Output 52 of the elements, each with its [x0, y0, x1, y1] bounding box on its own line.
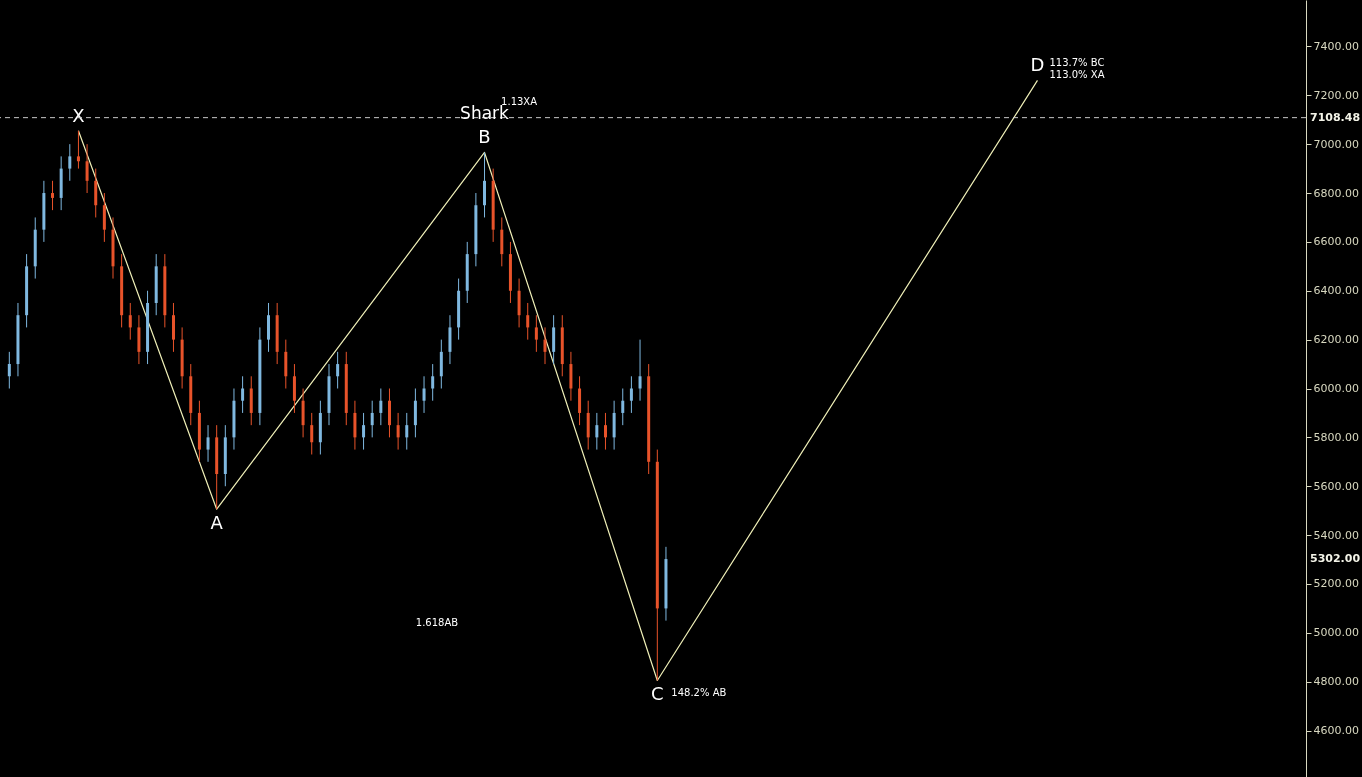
y-tick-label: 4800.00 [1313, 675, 1359, 689]
annotation: 1.618AB [415, 616, 459, 628]
candlestick [85, 143, 89, 194]
annotation: 148.2% AB [671, 687, 727, 699]
candlestick [241, 375, 245, 414]
ref-line-label: 7108.48 [1310, 110, 1361, 124]
y-tick-label: 5600.00 [1313, 479, 1359, 493]
data-label: A [210, 512, 224, 534]
annotation: 113.0% XA [1049, 69, 1105, 81]
candlestick [128, 302, 132, 341]
data-label: X [72, 104, 85, 126]
y-tick-label: 5800.00 [1313, 430, 1359, 444]
candlestick [405, 412, 409, 451]
candlestick [336, 351, 340, 389]
y-tick-label: 5000.00 [1313, 626, 1359, 640]
y-tick-label: 6800.00 [1313, 186, 1359, 200]
y-tick-label: 6000.00 [1313, 382, 1359, 395]
candlestick [595, 412, 599, 451]
candlestick [422, 375, 426, 414]
candlestick [603, 412, 607, 451]
candlestick [629, 375, 633, 414]
candlestick [396, 412, 400, 451]
y-tick-label: 6600.00 [1313, 235, 1359, 249]
candlestick [51, 180, 55, 211]
candlestick [638, 339, 642, 402]
y-tick-label: 5400.00 [1313, 528, 1359, 542]
y-tick-label: 6200.00 [1313, 333, 1359, 347]
y-tick-label: 6400.00 [1313, 284, 1359, 298]
data-label: B [478, 126, 491, 148]
candlestick [534, 314, 538, 353]
candlestick [76, 130, 80, 170]
y-tick-label: 7000.00 [1313, 137, 1359, 151]
data-label: C [651, 683, 664, 705]
y-tick-label: 7200.00 [1313, 88, 1359, 102]
candlestick [7, 351, 11, 389]
candlestick [543, 326, 547, 365]
candlestick [370, 400, 374, 438]
y-tick-label: 4600.00 [1313, 724, 1359, 738]
candlestick [362, 412, 366, 451]
candlestick [621, 388, 625, 426]
annotation: 1.13XA [501, 95, 538, 107]
y-tick-label: 5200.00 [1313, 577, 1359, 591]
annotation: 113.7% BC [1049, 57, 1105, 69]
candlestick [526, 302, 530, 341]
y-tick-label: 7400.00 [1313, 39, 1359, 53]
candlestick [379, 388, 383, 426]
candlestick [68, 143, 72, 182]
candlestick [310, 412, 314, 455]
candlestick [206, 424, 210, 463]
text: 5302.00 [1310, 552, 1361, 566]
data-label: D [1030, 54, 1045, 76]
candlestick [431, 363, 435, 402]
